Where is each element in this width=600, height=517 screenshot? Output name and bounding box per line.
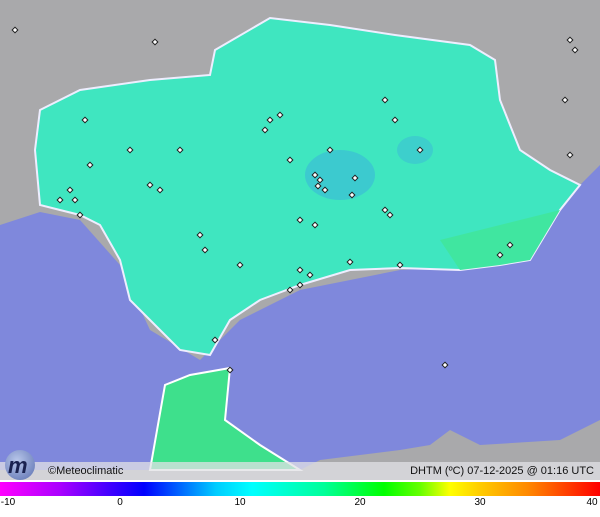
station-marker[interactable] xyxy=(236,261,244,269)
station-marker[interactable] xyxy=(196,231,204,239)
station-marker[interactable] xyxy=(261,126,269,134)
station-marker[interactable] xyxy=(381,206,389,214)
station-marker[interactable] xyxy=(156,186,164,194)
station-marker[interactable] xyxy=(311,171,319,179)
station-marker[interactable] xyxy=(286,286,294,294)
station-marker[interactable] xyxy=(321,186,329,194)
station-marker[interactable] xyxy=(391,116,399,124)
station-marker[interactable] xyxy=(566,151,574,159)
station-marker[interactable] xyxy=(296,266,304,274)
station-marker[interactable] xyxy=(386,211,394,219)
cold-spot xyxy=(397,136,433,164)
station-marker[interactable] xyxy=(151,38,159,46)
station-marker[interactable] xyxy=(276,111,284,119)
station-marker[interactable] xyxy=(396,261,404,269)
station-marker[interactable] xyxy=(126,146,134,154)
station-marker[interactable] xyxy=(11,26,19,34)
station-marker[interactable] xyxy=(226,366,234,374)
station-marker[interactable] xyxy=(296,216,304,224)
colorbar xyxy=(0,482,600,496)
station-marker[interactable] xyxy=(416,146,424,154)
meteoclimatic-logo: m xyxy=(5,450,35,480)
station-marker[interactable] xyxy=(311,221,319,229)
station-marker[interactable] xyxy=(306,271,314,279)
station-marker[interactable] xyxy=(146,181,154,189)
station-marker[interactable] xyxy=(351,174,359,182)
station-marker[interactable] xyxy=(346,258,354,266)
station-marker[interactable] xyxy=(561,96,569,104)
region-east-green xyxy=(440,210,560,270)
station-marker[interactable] xyxy=(266,116,274,124)
station-marker[interactable] xyxy=(176,146,184,154)
cold-spot xyxy=(305,150,375,200)
temperature-map[interactable] xyxy=(0,0,600,480)
station-marker[interactable] xyxy=(286,156,294,164)
map-title: DHTM (ºC) 07-12-2025 @ 01:16 UTC xyxy=(410,465,594,477)
credit-text: ©Meteoclimatic xyxy=(48,465,124,477)
colorbar-tick-label: -10 xyxy=(0,497,16,508)
station-marker[interactable] xyxy=(316,176,324,184)
station-marker[interactable] xyxy=(381,96,389,104)
colorbar-tick-label: 0 xyxy=(117,497,123,508)
station-marker[interactable] xyxy=(496,251,504,259)
sea xyxy=(0,165,600,470)
colorbar-ticks: -10 0 10 20 30 40 xyxy=(0,497,600,511)
station-marker[interactable] xyxy=(506,241,514,249)
colorbar-tick-label: 20 xyxy=(354,497,366,508)
legend-band xyxy=(0,462,600,480)
station-marker[interactable] xyxy=(326,146,334,154)
colorbar-tick-label: 30 xyxy=(474,497,486,508)
station-marker[interactable] xyxy=(314,182,322,190)
colorbar-tick-label: 10 xyxy=(234,497,246,508)
colorbar-tick-label: 40 xyxy=(586,497,598,508)
station-marker[interactable] xyxy=(296,281,304,289)
station-marker[interactable] xyxy=(211,336,219,344)
station-marker[interactable] xyxy=(71,196,79,204)
station-marker[interactable] xyxy=(201,246,209,254)
station-marker[interactable] xyxy=(566,36,574,44)
stations xyxy=(11,26,579,374)
station-marker[interactable] xyxy=(441,361,449,369)
station-marker[interactable] xyxy=(56,196,64,204)
station-marker[interactable] xyxy=(66,186,74,194)
station-marker[interactable] xyxy=(571,46,579,54)
station-marker[interactable] xyxy=(348,191,356,199)
station-marker[interactable] xyxy=(81,116,89,124)
station-marker[interactable] xyxy=(86,161,94,169)
station-marker[interactable] xyxy=(76,211,84,219)
